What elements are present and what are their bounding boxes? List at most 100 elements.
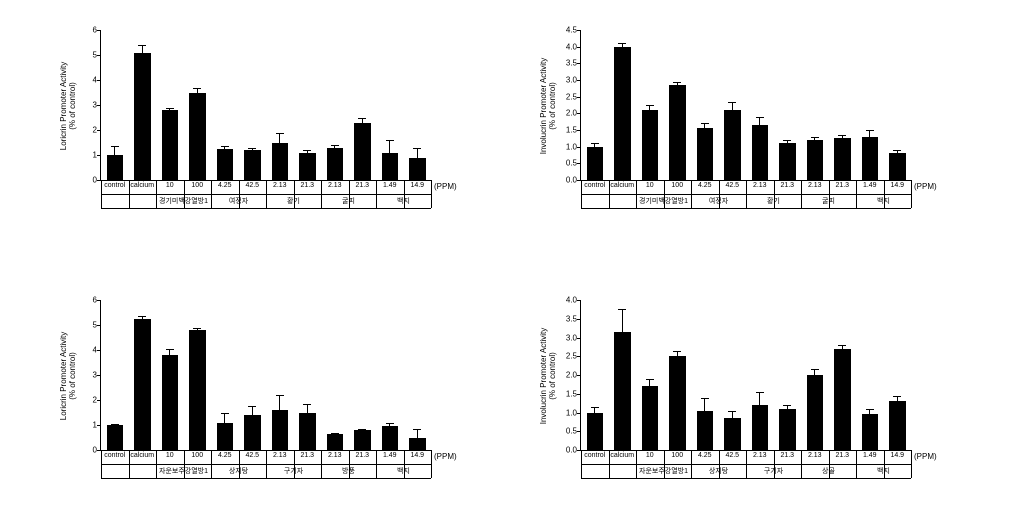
bar <box>587 147 604 180</box>
x-tick-label: 1.49 <box>383 180 397 189</box>
bar <box>189 93 206 181</box>
x-row-divider <box>101 464 431 465</box>
x-tick-label: 21.3 <box>835 180 849 189</box>
error-cap <box>893 150 901 151</box>
bar <box>752 405 769 450</box>
bar <box>807 140 824 180</box>
error-bar <box>649 379 650 387</box>
y-axis-label: Involucrin Promoter Activity (% of contr… <box>539 46 557 166</box>
error-cap <box>413 429 421 430</box>
y-tick-label: 6 <box>71 296 97 305</box>
x-tick-label: 21.3 <box>355 450 369 459</box>
error-cap <box>331 145 339 146</box>
error-bar <box>759 392 760 405</box>
error-cap <box>358 118 366 119</box>
bar <box>272 143 289 181</box>
error-cap <box>248 148 256 149</box>
bar <box>354 123 371 181</box>
error-bar <box>224 413 225 423</box>
x-tick-label: 2.13 <box>808 450 822 459</box>
y-tick <box>97 130 101 131</box>
y-tick <box>97 400 101 401</box>
bar <box>889 401 906 450</box>
x-tick-label: calcium <box>130 180 154 189</box>
bar <box>107 425 124 450</box>
x-tick-label: calcium <box>130 450 154 459</box>
x-tick-label: control <box>104 180 125 189</box>
x-group-label: 방풍 <box>342 450 355 476</box>
bar <box>299 413 316 451</box>
bar <box>382 426 399 450</box>
error-bar <box>759 117 760 125</box>
y-tick <box>97 300 101 301</box>
error-cap <box>646 379 654 380</box>
y-tick <box>577 163 581 164</box>
bar <box>752 125 769 180</box>
x-group-label: 구기자 <box>764 450 783 476</box>
error-bar <box>389 140 390 153</box>
error-cap <box>276 395 284 396</box>
error-cap <box>618 43 626 44</box>
x-tick-label: 21.3 <box>300 180 314 189</box>
chart-top-right: 0.00.51.01.52.02.53.03.54.04.5controlcal… <box>540 20 930 220</box>
x-group-label: 상지탕 <box>709 450 728 476</box>
x-group-label: 여정자 <box>229 180 248 206</box>
error-cap <box>701 123 709 124</box>
error-cap <box>783 140 791 141</box>
x-group-label: 백지 <box>397 450 410 476</box>
y-tick <box>577 394 581 395</box>
error-cap <box>838 345 846 346</box>
bar <box>189 330 206 450</box>
bar <box>779 143 796 180</box>
unit-label: (PPM) <box>434 452 457 461</box>
x-group-label: 상골 <box>822 450 835 476</box>
x-row-bottom <box>101 208 431 209</box>
error-bar <box>307 404 308 413</box>
error-cap <box>728 102 736 103</box>
error-cap <box>673 351 681 352</box>
error-cap <box>138 316 146 317</box>
x-tick-label: 2.13 <box>753 180 767 189</box>
bar <box>697 128 714 180</box>
x-tick-label: 1.49 <box>863 450 877 459</box>
error-cap <box>701 398 709 399</box>
bar <box>382 153 399 181</box>
y-tick <box>577 147 581 148</box>
plot-area: 0123456controlcalcium101004.2542.52.1321… <box>100 300 431 451</box>
y-tick <box>577 375 581 376</box>
x-group-label: 상지탕 <box>229 450 248 476</box>
bar <box>327 434 344 450</box>
error-cap <box>591 407 599 408</box>
bar <box>409 438 426 451</box>
bar <box>614 332 631 450</box>
bar <box>724 110 741 180</box>
y-tick <box>577 130 581 131</box>
x-tick-label: control <box>584 180 605 189</box>
error-cap <box>756 117 764 118</box>
x-group-label: 백지 <box>877 180 890 206</box>
error-cap <box>386 140 394 141</box>
y-tick <box>97 30 101 31</box>
unit-label: (PPM) <box>914 182 937 191</box>
error-bar <box>417 429 418 438</box>
error-cap <box>193 328 201 329</box>
x-tick-label: 2.13 <box>328 180 342 189</box>
x-tick-label: 14.9 <box>890 450 904 459</box>
y-tick <box>577 431 581 432</box>
error-cap <box>303 404 311 405</box>
x-row-bottom <box>581 478 911 479</box>
error-cap <box>728 411 736 412</box>
x-group-label: 자운보주강열방1 <box>639 450 688 476</box>
y-tick <box>577 47 581 48</box>
chart-top-left: 0123456controlcalcium101004.2542.52.1321… <box>60 20 450 220</box>
error-cap <box>811 369 819 370</box>
x-separator <box>431 450 432 478</box>
y-tick <box>97 105 101 106</box>
unit-label: (PPM) <box>434 182 457 191</box>
x-group-label: 구기자 <box>284 450 303 476</box>
error-cap <box>646 105 654 106</box>
bar <box>134 319 151 450</box>
error-cap <box>358 429 366 430</box>
bar <box>272 410 289 450</box>
error-cap <box>138 45 146 46</box>
